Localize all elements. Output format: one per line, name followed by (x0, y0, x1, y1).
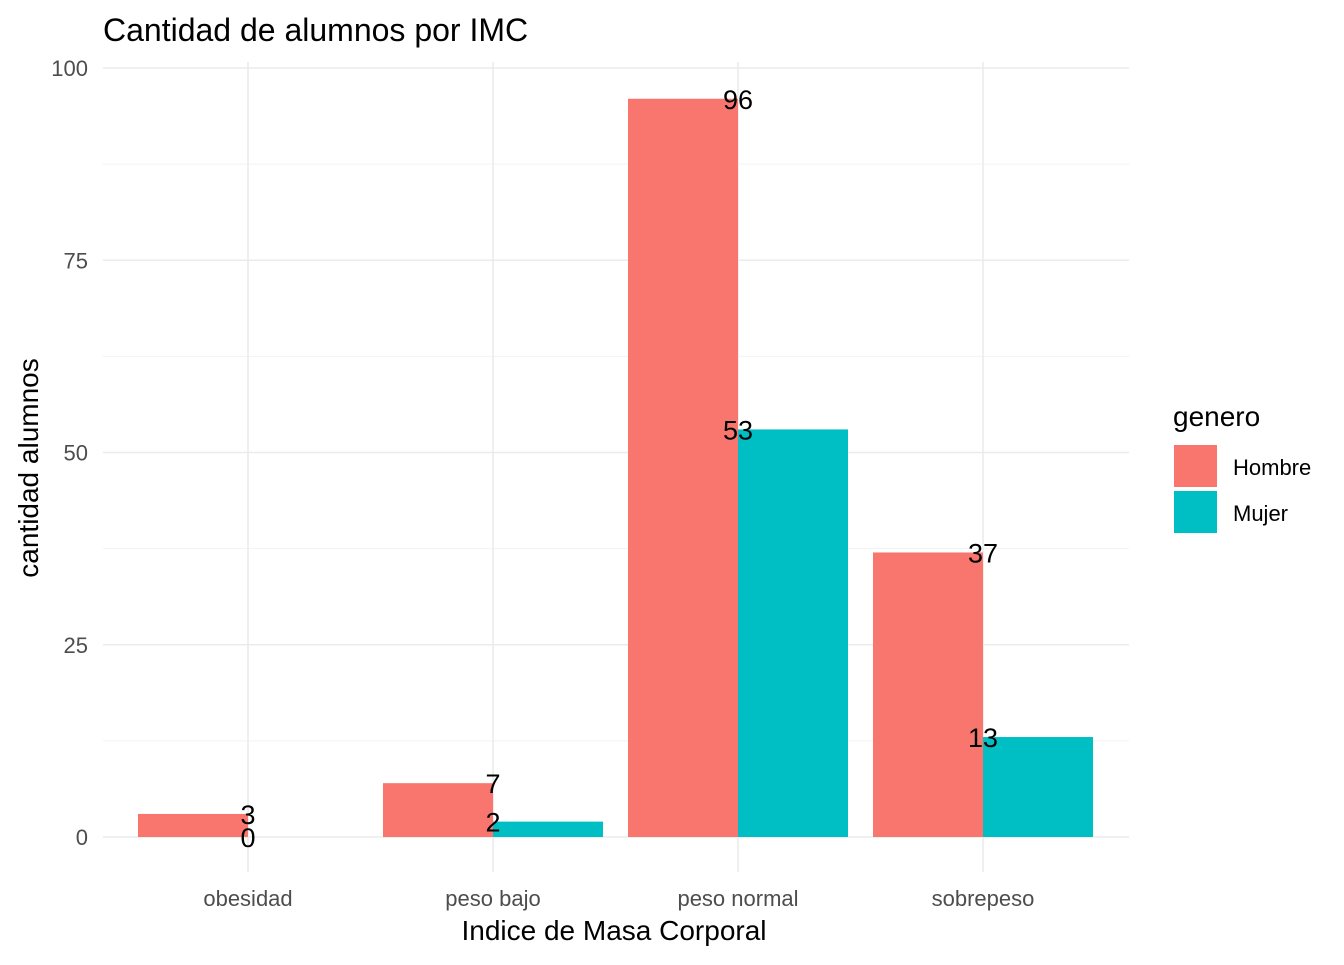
data-label-hombre: 7 (485, 769, 500, 799)
chart-title: Cantidad de alumnos por IMC (103, 12, 528, 48)
y-axis-ticks: 0 25 50 75 100 (51, 56, 88, 850)
y-tick-label: 25 (64, 633, 88, 658)
legend-key-hombre (1174, 445, 1217, 487)
legend-label-mujer: Mujer (1233, 501, 1288, 526)
bar-hombre-obesidad (138, 813, 248, 837)
legend: genero Hombre Mujer (1173, 401, 1311, 533)
legend-items: Hombre Mujer (1174, 445, 1311, 533)
x-tick-label: obesidad (203, 886, 292, 911)
x-tick-label: peso normal (677, 886, 798, 911)
bar-hombre-sobrepeso (873, 552, 983, 837)
data-label-hombre: 37 (968, 538, 998, 568)
data-label-hombre: 96 (723, 85, 753, 115)
data-label-mujer: 2 (485, 808, 500, 838)
bar-mujer-peso-bajo (493, 821, 603, 837)
data-label-hombre: 3 (240, 800, 255, 830)
x-tick-label: sobrepeso (932, 886, 1035, 911)
legend-label-hombre: Hombre (1233, 455, 1311, 480)
y-tick-label: 0 (76, 825, 88, 850)
legend-key-mujer (1174, 491, 1217, 533)
x-tick-label: peso bajo (445, 886, 540, 911)
bars (138, 98, 1093, 837)
y-axis-title: cantidad alumnos (13, 358, 44, 577)
x-axis-title: Indice de Masa Corporal (461, 915, 766, 946)
y-tick-label: 100 (51, 56, 88, 81)
data-label-mujer: 0 (240, 823, 255, 853)
legend-title: genero (1173, 401, 1260, 432)
data-label-mujer: 53 (723, 415, 753, 445)
bar-mujer-sobrepeso (983, 737, 1093, 837)
data-label-mujer: 13 (968, 723, 998, 753)
bar-mujer-peso-normal (738, 429, 848, 837)
y-tick-label: 50 (64, 441, 88, 466)
y-tick-label: 75 (64, 248, 88, 273)
bar-hombre-peso-normal (628, 98, 738, 837)
bar-hombre-peso-bajo (383, 783, 493, 837)
x-axis-ticks: obesidad peso bajo peso normal sobrepeso (203, 886, 1034, 911)
